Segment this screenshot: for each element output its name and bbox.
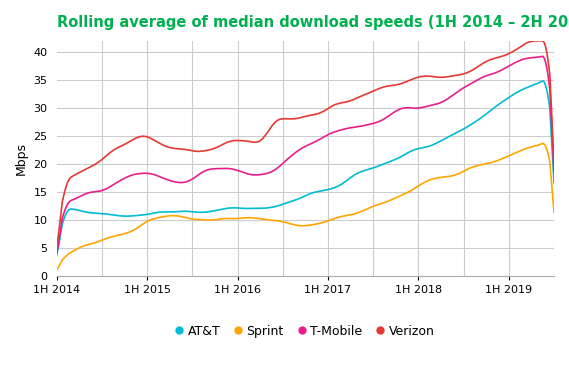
Verizon xyxy=(218,143,225,147)
AT&T xyxy=(539,78,546,83)
AT&T xyxy=(271,205,278,209)
T-Mobile xyxy=(114,180,121,184)
T-Mobile xyxy=(539,54,546,59)
Line: T-Mobile: T-Mobile xyxy=(57,56,554,253)
Verizon xyxy=(114,145,121,150)
T-Mobile xyxy=(218,166,225,171)
Line: Verizon: Verizon xyxy=(57,41,554,247)
T-Mobile xyxy=(551,170,558,174)
T-Mobile xyxy=(271,168,278,172)
Sprint xyxy=(271,218,278,223)
Verizon xyxy=(53,245,60,249)
Legend: AT&T, Sprint, T-Mobile, Verizon: AT&T, Sprint, T-Mobile, Verizon xyxy=(171,320,439,343)
Sprint xyxy=(226,216,233,221)
Sprint xyxy=(114,233,121,238)
T-Mobile xyxy=(226,166,233,171)
Verizon xyxy=(534,38,541,43)
Verizon xyxy=(551,161,558,165)
Sprint xyxy=(551,210,558,214)
Verizon xyxy=(201,149,208,153)
Y-axis label: Mbps: Mbps xyxy=(15,142,28,175)
Verizon xyxy=(523,41,530,45)
AT&T xyxy=(226,206,233,211)
AT&T xyxy=(218,207,225,212)
Sprint xyxy=(539,141,546,146)
AT&T xyxy=(523,85,530,90)
Line: AT&T: AT&T xyxy=(57,81,554,255)
T-Mobile xyxy=(53,251,60,256)
AT&T xyxy=(551,180,558,185)
Verizon xyxy=(271,121,278,125)
AT&T xyxy=(201,210,208,214)
Sprint xyxy=(201,218,208,222)
T-Mobile xyxy=(523,56,530,61)
Sprint xyxy=(523,146,530,151)
T-Mobile xyxy=(201,169,208,173)
Sprint xyxy=(53,267,60,272)
AT&T xyxy=(114,213,121,218)
Verizon xyxy=(226,139,233,144)
Sprint xyxy=(218,216,225,221)
Text: Rolling average of median download speeds (1H 2014 – 2H 2019): Rolling average of median download speed… xyxy=(57,15,569,30)
AT&T xyxy=(53,253,60,258)
Line: Sprint: Sprint xyxy=(57,143,554,270)
